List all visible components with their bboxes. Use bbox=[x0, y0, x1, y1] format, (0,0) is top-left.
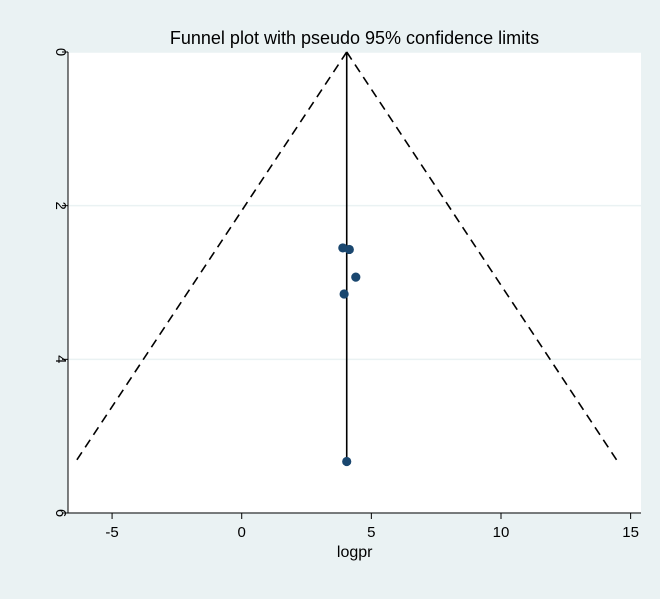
y-tick-label-6: 6 bbox=[52, 509, 69, 517]
x-tick-label-10: 10 bbox=[493, 524, 510, 541]
upper-confidence-limit bbox=[346, 51, 619, 462]
y-tick-label-4: 4 bbox=[52, 355, 69, 363]
x-tick-label-15: 15 bbox=[622, 524, 639, 541]
x-tick-label-0: 0 bbox=[238, 524, 246, 541]
data-point-4 bbox=[339, 289, 349, 299]
lower-confidence-limit bbox=[75, 51, 348, 462]
plot-area bbox=[68, 52, 641, 513]
data-point-3 bbox=[351, 272, 361, 282]
lines-layer bbox=[75, 51, 619, 462]
x-tick-label-5: 5 bbox=[367, 524, 375, 541]
axes-layer: 0 2 4 6 -5 0 5 10 15 bbox=[52, 48, 641, 541]
x-axis-label: logpr bbox=[337, 544, 373, 561]
y-tick-label-0: 0 bbox=[52, 48, 69, 56]
x-tick-label--5: -5 bbox=[105, 524, 118, 541]
chart-title: Funnel plot with pseudo 95% confidence l… bbox=[170, 28, 539, 48]
data-point-5 bbox=[342, 456, 352, 467]
y-tick-label-2: 2 bbox=[52, 201, 69, 209]
data-point-2 bbox=[344, 244, 354, 255]
points-layer bbox=[338, 243, 361, 467]
